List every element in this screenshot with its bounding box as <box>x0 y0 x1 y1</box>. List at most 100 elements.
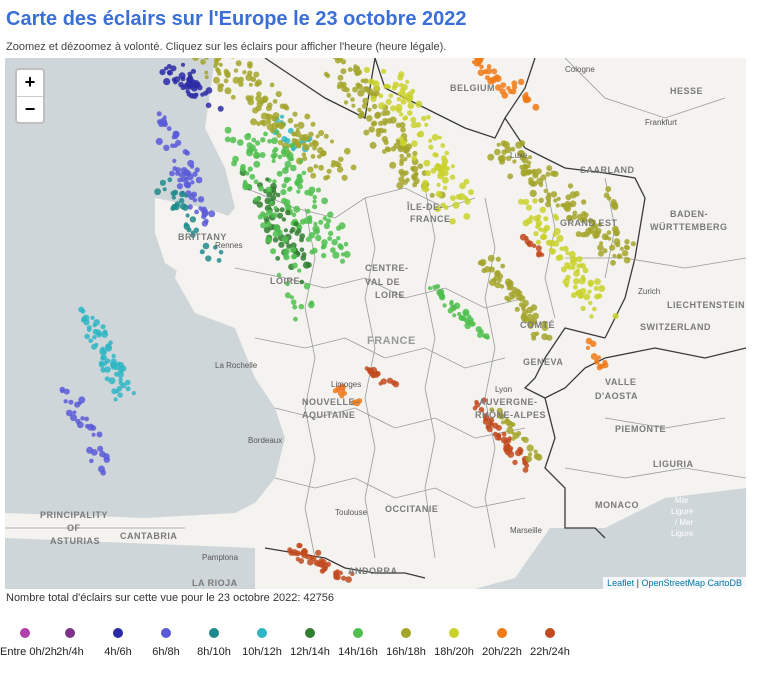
lightning-strike[interactable] <box>398 176 405 183</box>
lightning-strike[interactable] <box>395 122 402 128</box>
lightning-strike[interactable] <box>294 130 301 138</box>
lightning-strike[interactable] <box>495 84 502 91</box>
lightning-strike[interactable] <box>111 388 118 395</box>
leaflet-link[interactable]: Leaflet <box>607 578 635 588</box>
lightning-strike[interactable] <box>510 88 517 95</box>
lightning-strike[interactable] <box>308 142 314 147</box>
lightning-strike[interactable] <box>253 160 261 168</box>
lightning-strike[interactable] <box>350 164 357 171</box>
lightning-strike[interactable] <box>369 141 377 149</box>
lightning-strike[interactable] <box>389 116 397 124</box>
lightning-strike[interactable] <box>399 153 405 159</box>
lightning-strike[interactable] <box>363 66 370 74</box>
lightning-strike[interactable] <box>336 162 342 168</box>
lightning-strike[interactable] <box>266 191 273 198</box>
lightning-strike[interactable] <box>283 248 290 255</box>
lightning-strike[interactable] <box>410 166 416 171</box>
lightning-strike[interactable] <box>271 115 278 122</box>
lightning-strike[interactable] <box>499 284 505 289</box>
lightning-strike[interactable] <box>288 549 295 556</box>
lightning-strike[interactable] <box>345 576 352 583</box>
lightning-strike[interactable] <box>437 167 443 173</box>
lightning-strike[interactable] <box>405 143 412 150</box>
lightning-strike[interactable] <box>217 86 224 93</box>
lightning-strike[interactable] <box>247 166 253 172</box>
lightning-strike[interactable] <box>185 213 190 218</box>
lightning-strike[interactable] <box>293 123 298 128</box>
lightning-strike[interactable] <box>321 197 328 205</box>
lightning-strike[interactable] <box>410 121 418 129</box>
lightning-strike[interactable] <box>630 241 636 247</box>
lightning-strike[interactable] <box>526 217 533 225</box>
lightning-strike[interactable] <box>125 386 131 392</box>
lightning-strike[interactable] <box>280 189 287 196</box>
lightning-strike[interactable] <box>541 320 548 328</box>
lightning-strike[interactable] <box>434 152 439 158</box>
lightning-strike[interactable] <box>172 130 180 138</box>
lightning-strike[interactable] <box>362 86 369 93</box>
lightning-strike[interactable] <box>573 278 580 285</box>
lightning-strike[interactable] <box>504 278 512 286</box>
lightning-strike[interactable] <box>587 289 592 294</box>
lightning-strike[interactable] <box>119 365 127 372</box>
lightning-strike[interactable] <box>372 80 380 88</box>
lightning-strike[interactable] <box>339 258 346 264</box>
lightning-strike[interactable] <box>362 97 369 105</box>
lightning-strike[interactable] <box>280 114 285 119</box>
lightning-strike[interactable] <box>535 224 540 229</box>
lightning-strike[interactable] <box>499 154 506 162</box>
lightning-strike[interactable] <box>594 358 600 363</box>
lightning-strike[interactable] <box>91 432 96 437</box>
lightning-strike[interactable] <box>421 115 427 122</box>
lightning-strike[interactable] <box>284 292 291 299</box>
lightning-strike[interactable] <box>271 137 278 145</box>
lightning-strike[interactable] <box>247 63 253 69</box>
lightning-strike[interactable] <box>463 195 468 201</box>
lightning-strike[interactable] <box>496 142 501 147</box>
lightning-strike[interactable] <box>296 228 302 234</box>
lightning-strike[interactable] <box>538 227 543 232</box>
lightning-strike[interactable] <box>525 169 532 176</box>
lightning-strike[interactable] <box>397 145 405 153</box>
lightning-strike[interactable] <box>567 183 574 189</box>
lightning-strike[interactable] <box>312 140 319 148</box>
lightning-strike[interactable] <box>163 144 170 151</box>
lightning-strike[interactable] <box>402 116 407 121</box>
lightning-strike[interactable] <box>555 203 560 208</box>
lightning-strike[interactable] <box>403 148 409 154</box>
lightning-strike[interactable] <box>371 103 378 110</box>
lightning-strike[interactable] <box>370 95 377 103</box>
lightning-strike[interactable] <box>318 130 325 136</box>
lightning-strike[interactable] <box>175 171 180 176</box>
lightning-strike[interactable] <box>312 204 318 210</box>
lightning-strike[interactable] <box>261 119 268 127</box>
lightning-strike[interactable] <box>386 84 391 89</box>
lightning-strike[interactable] <box>340 59 347 65</box>
lightning-strike[interactable] <box>276 229 283 236</box>
lightning-strike[interactable] <box>363 129 370 136</box>
lightning-strike[interactable] <box>602 248 608 254</box>
lightning-strike[interactable] <box>435 163 441 168</box>
lightning-strike[interactable] <box>325 218 332 224</box>
lightning-strike[interactable] <box>385 146 392 153</box>
lightning-strike[interactable] <box>302 261 311 269</box>
lightning-strike[interactable] <box>75 418 81 425</box>
lightning-strike[interactable] <box>68 399 74 405</box>
lightning-strike[interactable] <box>115 389 120 394</box>
lightning-strike[interactable] <box>587 226 595 233</box>
lightning-strike[interactable] <box>582 267 589 274</box>
lightning-strike[interactable] <box>310 154 316 159</box>
lightning-strike[interactable] <box>380 378 387 385</box>
lightning-strike[interactable] <box>231 160 238 167</box>
lightning-strike[interactable] <box>378 102 386 110</box>
lightning-strike[interactable] <box>530 304 538 311</box>
lightning-map[interactable]: BELGIUM Cologne HESSE Frankfurt Luxe SAA… <box>5 58 746 589</box>
lightning-strike[interactable] <box>304 189 310 196</box>
lightning-strike[interactable] <box>330 163 336 168</box>
lightning-strike[interactable] <box>463 213 471 220</box>
lightning-strike[interactable] <box>543 188 548 194</box>
lightning-strike[interactable] <box>299 247 305 253</box>
lightning-strike[interactable] <box>229 136 237 144</box>
lightning-strike[interactable] <box>357 113 363 119</box>
lightning-strike[interactable] <box>104 376 110 382</box>
